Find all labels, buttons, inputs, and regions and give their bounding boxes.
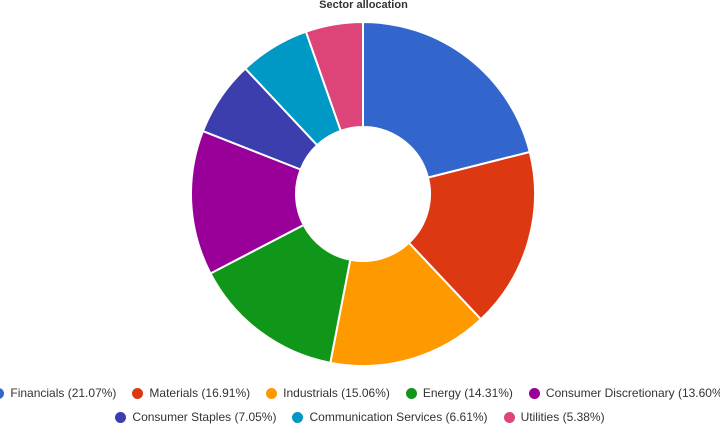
legend-item-communication-services[interactable]: Communication Services (6.61%) (292, 410, 488, 424)
slice-industrials[interactable] (329, 241, 483, 367)
legend-row-2: Consumer Staples (7.05%) Communication Se… (0, 410, 720, 424)
donut-chart (190, 20, 536, 367)
legend-item-consumer-discretionary[interactable]: Consumer Discretionary (13.60%) (528, 386, 720, 400)
legend-item-materials[interactable]: Materials (16.91%) (132, 386, 250, 400)
legend-row-1: Financials (21.07%) Materials (16.91%) Ind… (0, 386, 720, 400)
legend-marker-icon (503, 411, 515, 423)
legend-item-financials[interactable]: Financials (21.07%) (0, 386, 116, 400)
legend-marker-icon (528, 387, 540, 399)
slice-energy[interactable] (209, 223, 352, 365)
legend-label: Financials (21.07%) (10, 386, 117, 400)
legend-label: Consumer Staples (7.05%) (132, 410, 277, 424)
legend-marker-icon (0, 387, 5, 399)
legend-label: Utilities (5.38%) (520, 410, 605, 424)
legend-label: Communication Services (6.61%) (309, 410, 488, 424)
legend-marker-icon (266, 387, 278, 399)
legend-marker-icon (405, 387, 417, 399)
slice-financials[interactable] (362, 20, 532, 179)
legend-marker-icon (115, 411, 127, 423)
legend-label: Industrials (15.06%) (283, 386, 390, 400)
slice-utilities[interactable] (304, 20, 364, 133)
legend-label: Energy (14.31%) (422, 386, 513, 400)
legend-item-utilities[interactable]: Utilities (5.38%) (503, 410, 605, 424)
legend-item-consumer-staples[interactable]: Consumer Staples (7.05%) (115, 410, 276, 424)
legend-marker-icon (292, 411, 304, 423)
legend-item-industrials[interactable]: Industrials (15.06%) (266, 386, 390, 400)
chart-title: Sector allocation (319, 0, 408, 11)
legend-item-energy[interactable]: Energy (14.31%) (405, 386, 513, 400)
slice-materials[interactable] (407, 150, 536, 321)
legend-marker-icon (132, 387, 144, 399)
slice-consumer-discretionary[interactable] (190, 129, 305, 275)
legend-label: Materials (16.91%) (149, 386, 251, 400)
legend-label: Consumer Discretionary (13.60%) (545, 386, 720, 400)
